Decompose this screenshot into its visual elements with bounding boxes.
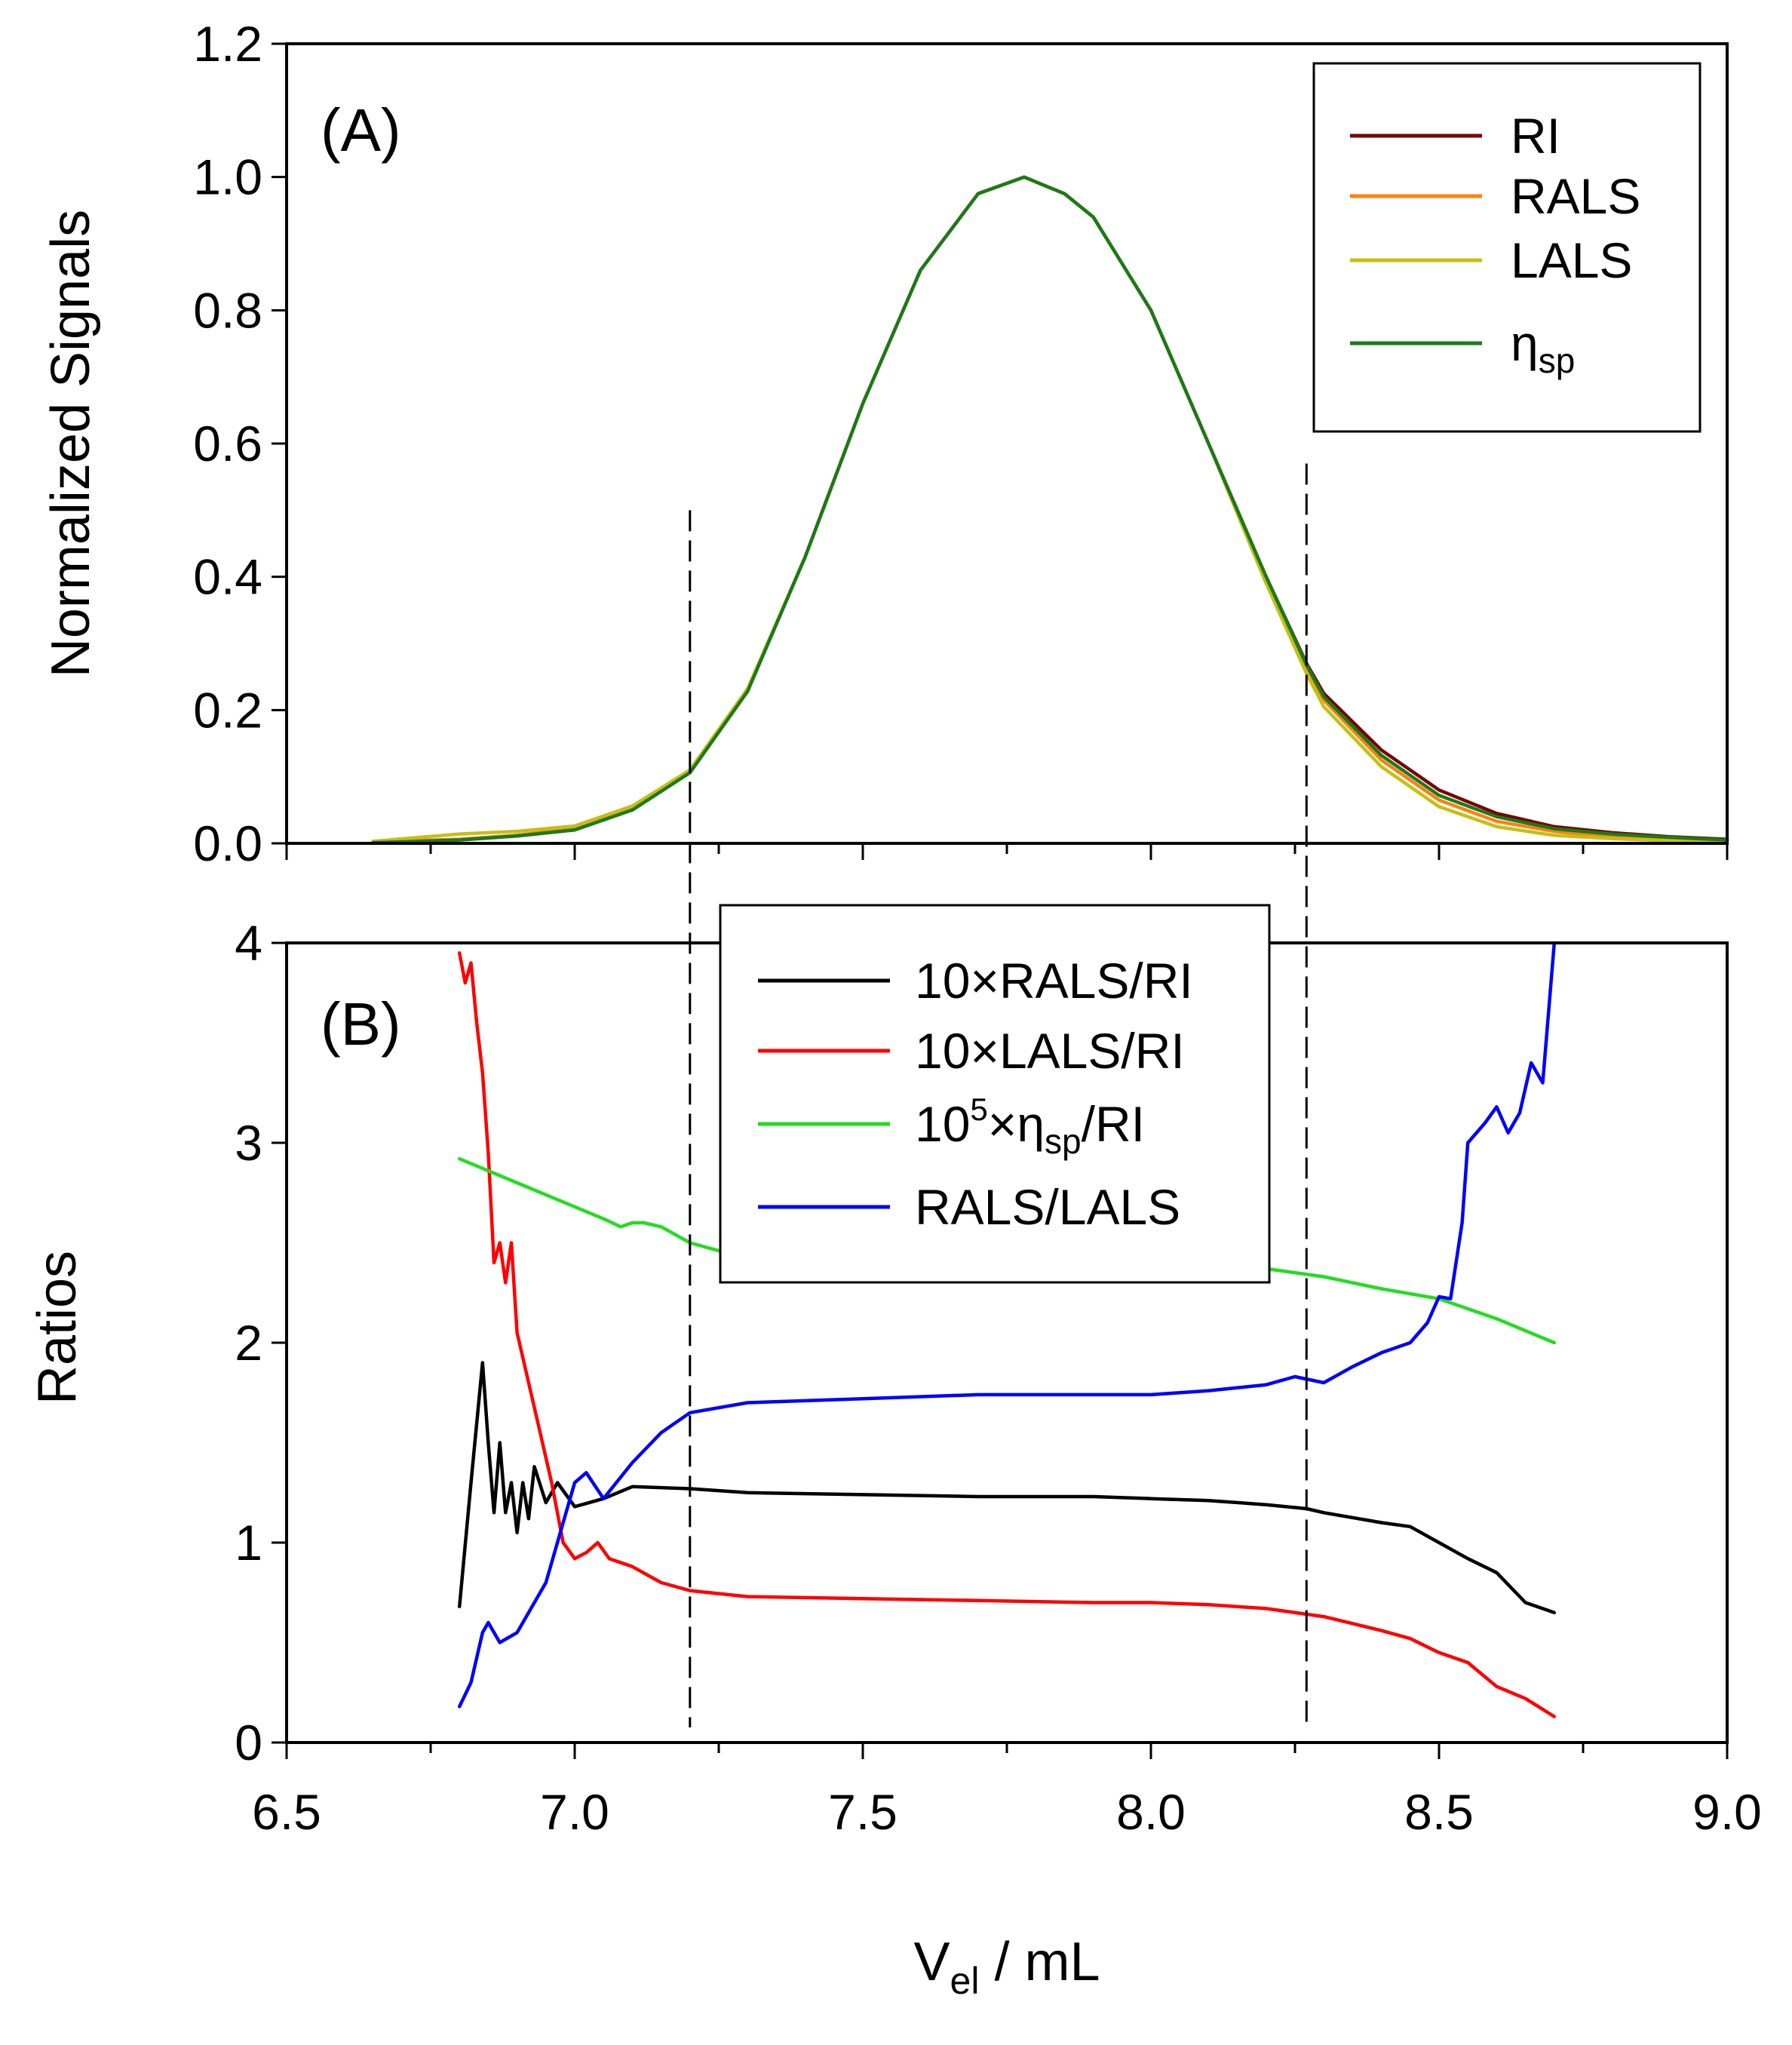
x-tick-label: 7.5 <box>828 1784 898 1840</box>
legend-a-label-etasp: ηsp <box>1511 315 1575 380</box>
panel-b-legend: 10×RALS/RI 10×LALS/RI 105×ηsp/RI RALS/LA… <box>719 904 1271 1284</box>
panel-b-x-axis: 6.5 7.0 7.5 8.0 8.5 9.0 <box>252 1743 1762 1840</box>
panel-a-legend: RI RALS LALS ηsp <box>1312 62 1701 433</box>
x-axis-title-rest: / mL <box>979 1932 1100 1992</box>
legend-b-label-lals-ri: 10×LALS/RI <box>915 1023 1185 1079</box>
panel-b-y-tick-label: 4 <box>235 915 262 971</box>
panel-a-y-tick-label: 0.8 <box>193 282 262 338</box>
panel-b-legend-entries: 10×RALS/RI 10×LALS/RI 105×ηsp/RI RALS/LA… <box>758 953 1193 1235</box>
panel-a-y-axis: 0.0 0.2 0.4 0.6 0.8 1.0 1.2 <box>193 16 287 871</box>
reference-lines <box>689 463 1308 1727</box>
legend-b-label-rals-ri: 10×RALS/RI <box>915 953 1193 1009</box>
panel-a-legend-box <box>1312 62 1701 433</box>
panel-a-y-axis-title: Normalized Signals <box>41 210 101 677</box>
legend-a-label-ri: RI <box>1511 108 1560 164</box>
panel-a-y-tick-label: 0.0 <box>193 815 262 871</box>
panel-a: 0.0 0.2 0.4 0.6 0.8 1.0 1.2 (A) Normalized Sig… <box>41 16 1729 871</box>
panel-b-legend-box <box>719 904 1271 1284</box>
panel-b: 0 1 2 3 4 6.5 7.0 7.5 8.0 8.5 9.0 (B) Ratios 10×R… <box>27 904 1762 2002</box>
panel-b-y-axis-title: Ratios <box>27 1251 87 1405</box>
x-tick-label: 8.0 <box>1116 1784 1186 1840</box>
panel-b-y-tick-label: 0 <box>235 1715 262 1770</box>
legend-b-exp: 5 <box>970 1092 987 1127</box>
panel-a-legend-entries: RI RALS LALS ηsp <box>1350 108 1640 380</box>
panel-a-y-tick-label: 1.2 <box>193 16 262 72</box>
panel-a-label: (A) <box>321 97 401 164</box>
legend-b-over-ri: /RI <box>1082 1096 1145 1152</box>
panel-a-series-3 <box>371 175 1729 845</box>
legend-a-eta: η <box>1511 315 1539 371</box>
panel-a-y-tick-label: 1.0 <box>193 149 262 205</box>
panel-a-y-tick-label: 0.6 <box>193 416 262 471</box>
panel-b-series-0 <box>457 1361 1557 1615</box>
legend-a-sp: sp <box>1539 341 1576 380</box>
x-axis-title-sub: el <box>950 1960 980 2002</box>
panel-b-y-tick-label: 3 <box>235 1115 262 1171</box>
panel-b-series-1 <box>457 951 1557 1718</box>
x-tick-label: 7.0 <box>540 1784 609 1840</box>
legend-b-times-eta: ×η <box>988 1096 1045 1152</box>
legend-a-label-rals: RALS <box>1511 168 1640 224</box>
panel-a-y-tick-label: 0.4 <box>193 549 262 605</box>
legend-a-label-lals: LALS <box>1511 232 1632 288</box>
x-tick-label: 9.0 <box>1692 1784 1762 1840</box>
panel-b-y-tick-label: 2 <box>235 1315 262 1371</box>
x-axis-title: Vel / mL <box>914 1932 1100 2002</box>
legend-b-label-etasp-ri: 105×ηsp/RI <box>915 1092 1145 1161</box>
legend-b-label-rals-lals: RALS/LALS <box>915 1179 1180 1235</box>
panel-a-x-axis <box>285 843 1729 860</box>
legend-b-sp: sp <box>1045 1122 1082 1161</box>
x-tick-label: 8.5 <box>1404 1784 1474 1840</box>
panel-b-y-tick-label: 1 <box>235 1515 262 1571</box>
panel-a-plot-area <box>371 175 1729 845</box>
panel-b-label: (B) <box>321 990 401 1058</box>
panel-b-series-3 <box>457 941 1557 1709</box>
panel-a-y-tick-label: 0.2 <box>193 682 262 738</box>
x-tick-label: 6.5 <box>252 1784 321 1840</box>
x-axis-title-main: V <box>914 1932 950 1992</box>
legend-b-ten: 10 <box>915 1096 970 1152</box>
panel-b-y-axis: 0 1 2 3 4 <box>235 915 287 1770</box>
